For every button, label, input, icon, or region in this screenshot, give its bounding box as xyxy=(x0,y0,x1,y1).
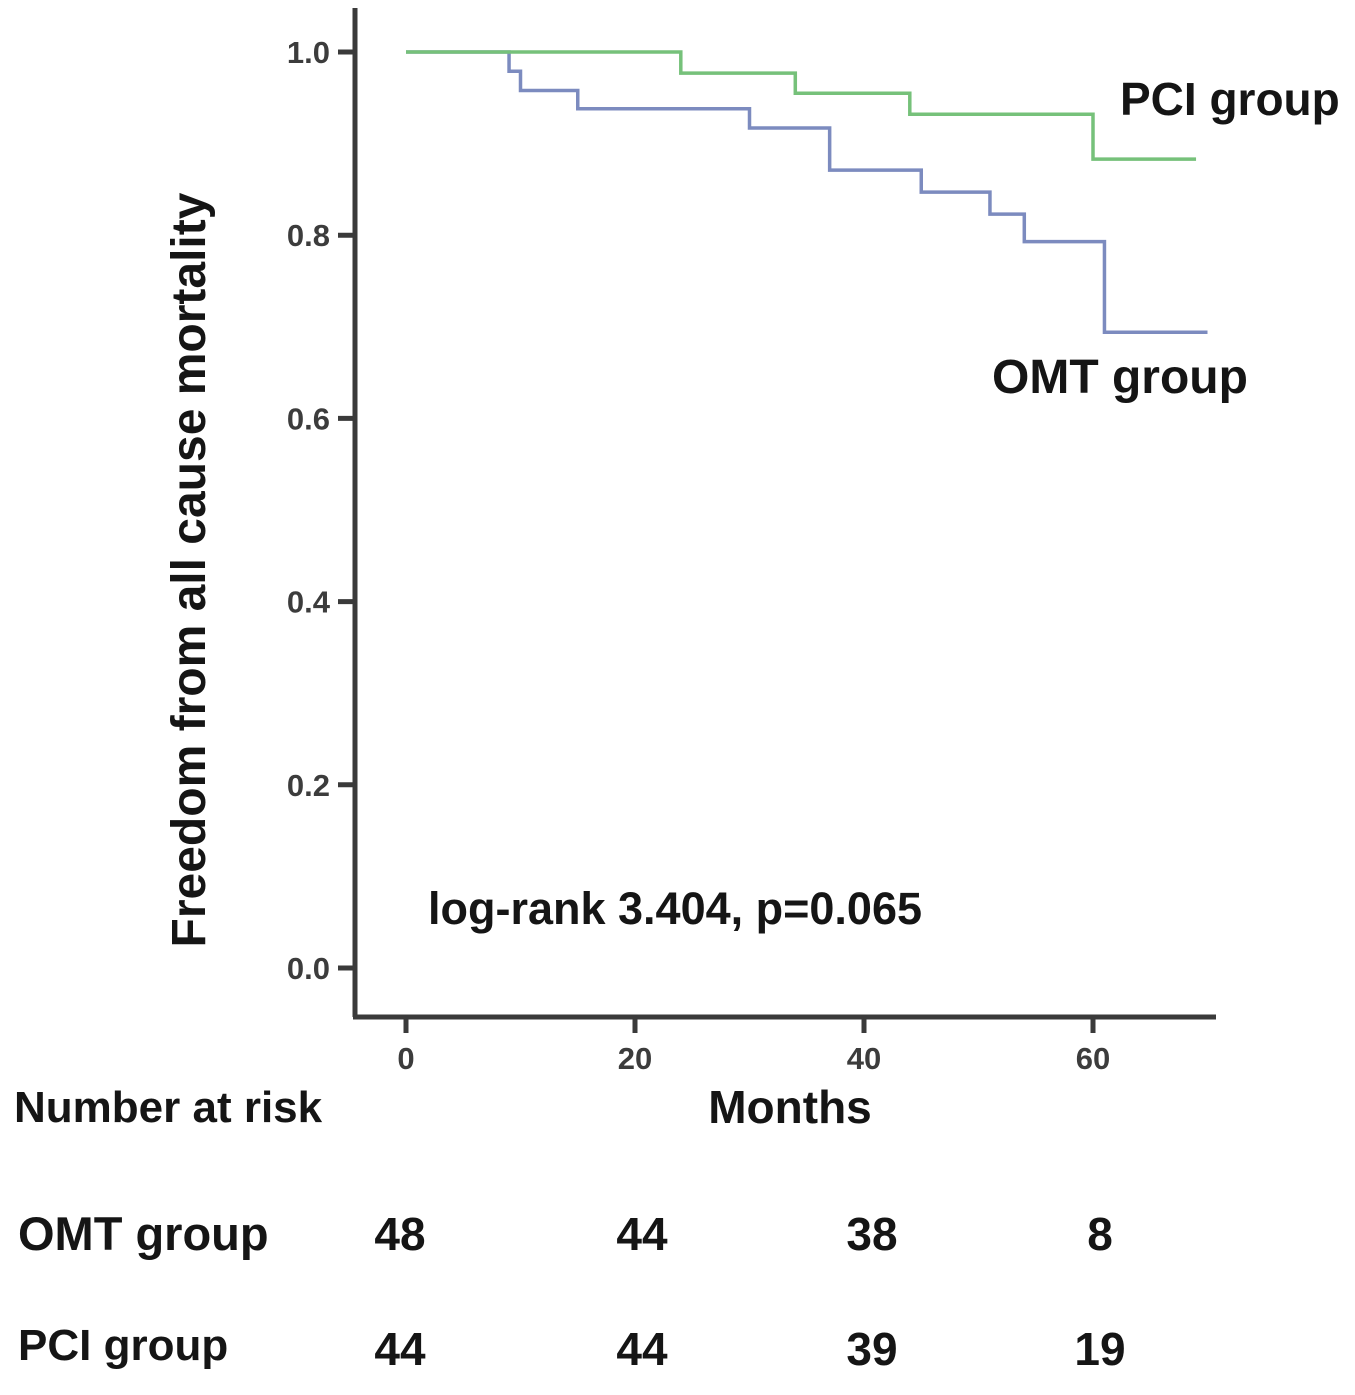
risk-value-pci-m20: 44 xyxy=(616,1323,668,1375)
x-axis-title: Months xyxy=(708,1081,872,1133)
y-tick-label: 0.0 xyxy=(287,951,330,986)
pci-group-survival-curve xyxy=(406,50,1197,161)
log-rank-annotation: log-rank 3.404, p=0.065 xyxy=(428,883,923,934)
risk-row-label-omt: OMT group xyxy=(18,1207,269,1260)
omt-curve-label: OMT group xyxy=(992,351,1248,404)
risk-value-pci-m40: 39 xyxy=(846,1323,898,1375)
risk-value-omt-m40: 38 xyxy=(846,1208,898,1260)
x-tick-label: 20 xyxy=(618,1041,652,1076)
omt-group-survival-curve xyxy=(406,50,1208,335)
y-axis-title: Freedom from all cause mortality xyxy=(163,192,216,948)
y-tick-label: 0.4 xyxy=(287,585,331,620)
risk-row-label-pci: PCI group xyxy=(18,1321,229,1370)
x-tick-label: 60 xyxy=(1076,1041,1110,1076)
risk-value-pci-m60: 19 xyxy=(1074,1323,1126,1375)
risk-value-pci-m0: 44 xyxy=(374,1323,426,1375)
y-tick-label: 1.0 xyxy=(287,35,330,70)
y-tick-label: 0.2 xyxy=(287,768,330,803)
number-at-risk-title: Number at risk xyxy=(14,1083,323,1132)
pci-curve-label: PCI group xyxy=(1120,73,1340,125)
risk-value-omt-m60: 8 xyxy=(1087,1208,1113,1260)
x-tick-label: 0 xyxy=(397,1041,414,1076)
x-tick-label: 40 xyxy=(847,1041,881,1076)
risk-value-omt-m0: 48 xyxy=(374,1208,426,1260)
risk-value-omt-m20: 44 xyxy=(616,1208,668,1260)
y-tick-label: 0.8 xyxy=(287,218,330,253)
y-tick-label: 0.6 xyxy=(287,401,330,436)
